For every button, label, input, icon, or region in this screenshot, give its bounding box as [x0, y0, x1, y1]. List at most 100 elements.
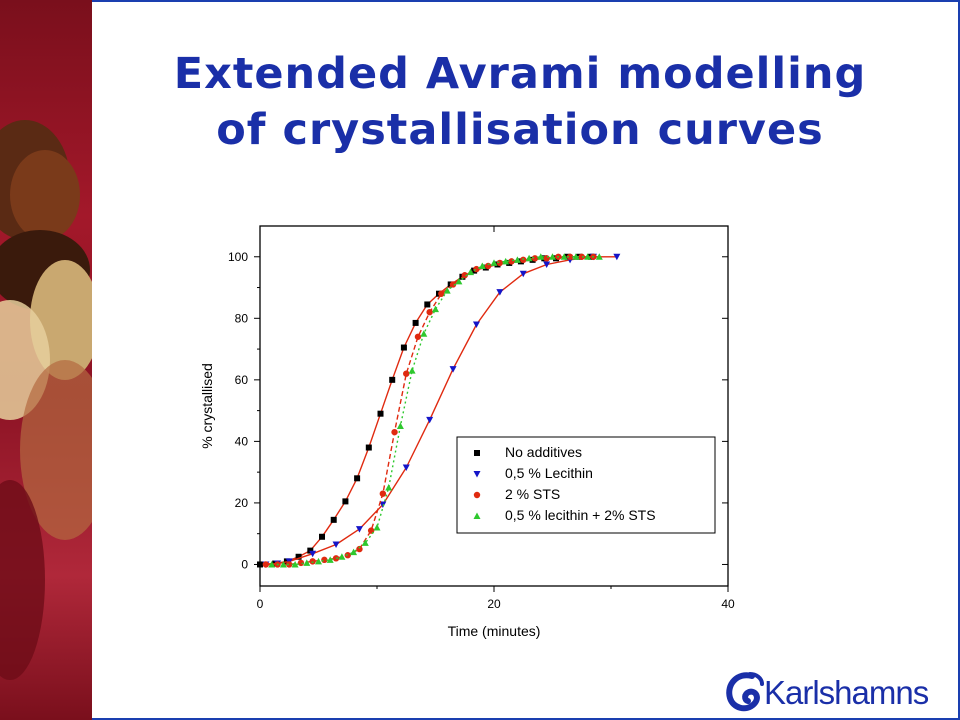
data-point [449, 281, 457, 288]
data-point [484, 262, 492, 270]
data-point [520, 256, 527, 264]
data-point [377, 410, 384, 417]
data-point [262, 561, 270, 568]
y-tick-label: 0 [241, 557, 248, 571]
y-tick-label: 100 [228, 250, 248, 264]
data-point [595, 253, 603, 260]
data-point [426, 308, 433, 316]
data-point [443, 287, 451, 294]
data-point [385, 484, 393, 491]
data-point [379, 501, 387, 508]
title-line-1: Extended Avrami modelling [173, 49, 867, 99]
y-tick-label: 40 [235, 434, 249, 448]
data-point [379, 490, 387, 497]
crystallisation-chart: 0 20 40 0 20 40 60 80 100 Time (minutes) % crystal… [180, 210, 760, 650]
legend: No additives 0,5 % Lecithin 2 % STS 0,5 % l… [456, 436, 716, 534]
data-point [303, 559, 311, 566]
data-point [519, 270, 527, 278]
data-point [286, 561, 293, 568]
data-point [332, 555, 340, 562]
data-point [613, 253, 621, 261]
data-point [432, 305, 439, 313]
data-point [307, 547, 314, 554]
data-point [356, 545, 363, 553]
data-point [513, 256, 521, 263]
x-tick-label: 0 [257, 597, 264, 611]
data-point [414, 333, 422, 340]
data-point [342, 498, 349, 505]
data-point [537, 253, 545, 260]
data-point [291, 560, 299, 568]
x-tick-label: 20 [487, 597, 501, 611]
data-point [560, 253, 568, 260]
data-point [496, 289, 504, 296]
data-point [332, 541, 340, 548]
karlshamns-logo: Karlshamns [722, 668, 954, 716]
data-point [572, 253, 580, 260]
x-tick-label: 40 [721, 597, 735, 611]
data-point [268, 560, 276, 568]
karlshamns-swirl-icon [726, 672, 764, 712]
data-point [566, 253, 574, 260]
legend-marker [473, 491, 481, 499]
data-point [584, 253, 592, 260]
data-point [309, 550, 317, 558]
data-point [531, 255, 539, 262]
data-point [354, 475, 361, 482]
data-point [455, 277, 463, 285]
logo-text: Karlshamns [764, 674, 929, 711]
data-point [402, 464, 410, 472]
legend-marker [474, 450, 480, 456]
data-point [478, 262, 486, 269]
legend-label: 0,5 % Lecithin [505, 465, 593, 481]
data-point [420, 330, 428, 337]
data-point [403, 370, 410, 377]
data-point [467, 268, 475, 276]
series-3 [268, 253, 603, 568]
data-point [257, 561, 263, 568]
chocolate-photo-strip [0, 0, 92, 720]
y-tick-label: 80 [235, 311, 249, 325]
data-point [578, 253, 585, 260]
data-point [543, 261, 551, 268]
title-line-2: of crystallisation curves [216, 105, 824, 155]
data-point [319, 533, 326, 540]
data-point [412, 319, 419, 326]
data-point [424, 301, 431, 308]
data-point [496, 259, 504, 267]
legend-marker [473, 512, 481, 519]
data-point [461, 272, 468, 279]
data-point [549, 253, 556, 260]
y-axis-label: % crystallised [199, 363, 215, 449]
y-tick-label: 20 [235, 496, 249, 510]
data-point [297, 559, 305, 567]
data-point [389, 376, 396, 383]
data-point [473, 265, 480, 273]
data-point [309, 558, 316, 565]
data-point [525, 254, 533, 262]
data-point [355, 526, 363, 533]
x-axis-label: Time (minutes) [448, 623, 541, 639]
legend-marker [473, 471, 481, 478]
data-point [315, 557, 322, 565]
data-point [490, 259, 498, 266]
data-point [373, 524, 381, 531]
data-point [396, 422, 404, 429]
slide-title: Extended Avrami modelling of crystallisa… [100, 46, 940, 158]
data-point [350, 548, 358, 556]
data-point [449, 366, 457, 373]
data-point [295, 553, 302, 560]
data-point [326, 556, 334, 563]
data-point [502, 257, 510, 265]
data-point [361, 539, 369, 546]
y-tick-label: 60 [235, 373, 249, 387]
data-point [279, 560, 287, 568]
data-point [543, 255, 550, 262]
legend-label: 2 % STS [505, 486, 560, 502]
data-point [472, 321, 480, 328]
legend-label: 0,5 % lecithin + 2% STS [505, 507, 656, 523]
data-point [391, 428, 398, 436]
legend-label: No additives [505, 444, 582, 460]
data-point [330, 516, 337, 523]
series-1 [262, 253, 621, 568]
